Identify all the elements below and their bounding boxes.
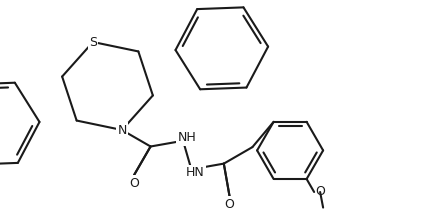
Text: O: O xyxy=(225,198,235,211)
Text: NH: NH xyxy=(178,131,196,144)
Text: S: S xyxy=(89,35,97,48)
Text: N: N xyxy=(117,124,127,136)
Text: O: O xyxy=(315,185,325,198)
Text: O: O xyxy=(129,177,139,190)
Text: HN: HN xyxy=(186,166,205,179)
